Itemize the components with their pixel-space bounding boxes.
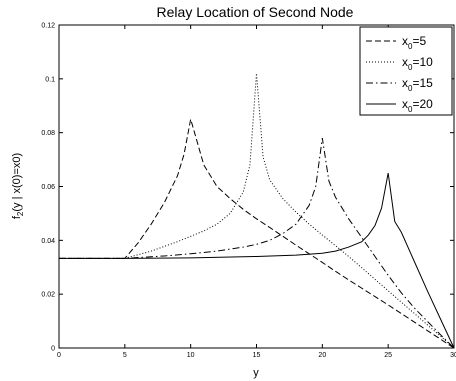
x-ticks: 0 5 10 15 20 25 30	[57, 25, 456, 359]
legend-label-rest: =15	[412, 76, 433, 90]
x-tick-label: 25	[384, 352, 392, 359]
series-group	[59, 73, 455, 349]
y-tick-label: 0.12	[41, 23, 55, 30]
x-tick-label: 15	[253, 352, 261, 359]
legend-label-sub: 0	[408, 63, 413, 72]
y-tick-label: 0.08	[41, 130, 55, 137]
legend-label-rest: =10	[412, 55, 433, 69]
series-line-3	[59, 137, 455, 349]
legend-label-main: x	[402, 76, 408, 90]
y-tick-label: 0.02	[41, 292, 55, 299]
y-axis-label-sub: 2	[16, 211, 25, 216]
legend-label-main: x	[402, 55, 408, 69]
y-tick-label: 0.1	[45, 76, 55, 83]
x-tick-label: 0	[57, 352, 61, 359]
y-ticks: 0 0.02 0.04 0.06 0.08 0.1 0.12	[41, 23, 454, 353]
y-tick-label: 0.04	[41, 238, 55, 245]
y-axis-label-rest: (y | x(0)=x0)	[11, 153, 23, 212]
y-axis-label-main: f	[11, 215, 23, 219]
x-tick-label: 10	[187, 352, 195, 359]
series-line-1	[59, 119, 455, 349]
x-axis-label: y	[253, 367, 259, 379]
legend-label-sub: 0	[408, 105, 413, 114]
legend-label-1: x0=5	[402, 34, 426, 51]
series-line-2	[59, 73, 455, 349]
series-line-4	[59, 172, 455, 349]
chart-title: Relay Location of Second Node	[157, 4, 354, 20]
y-tick-label: 0	[51, 346, 55, 353]
legend-label-main: x	[402, 97, 408, 111]
legend-label-4: x0=20	[402, 97, 433, 114]
x-tick-label: 20	[318, 352, 326, 359]
legend-label-3: x0=15	[402, 76, 433, 93]
legend-label-sub: 0	[408, 84, 413, 93]
x-tick-label: 5	[123, 352, 127, 359]
legend-label-sub: 0	[408, 42, 413, 51]
legend-label-2: x0=10	[402, 55, 433, 72]
legend-box	[359, 26, 453, 116]
x-tick-label: 30	[450, 352, 456, 359]
legend-label-rest: =5	[412, 34, 426, 48]
legend-label-rest: =20	[412, 97, 433, 111]
y-tick-label: 0.06	[41, 184, 55, 191]
legend-label-main: x	[402, 34, 408, 48]
y-axis-label: f2(y | x(0)=x0)	[11, 153, 25, 219]
